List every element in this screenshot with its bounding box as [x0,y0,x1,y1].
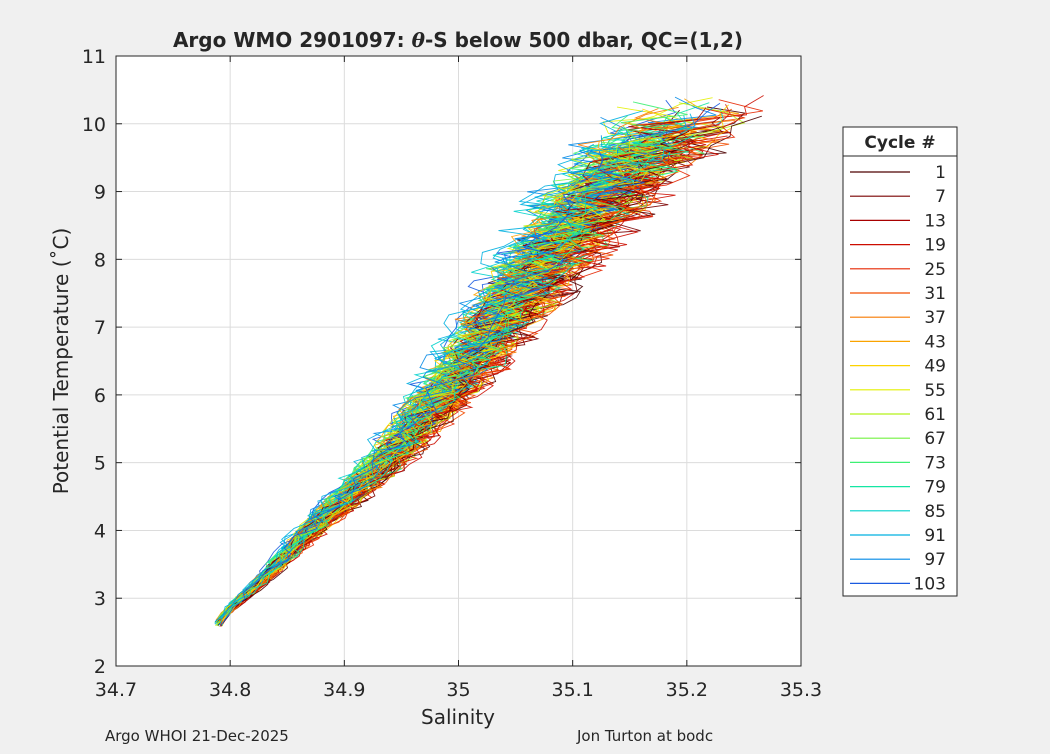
x-tick-label: 34.7 [95,679,137,701]
profile-cycle-91 [220,113,696,622]
legend-label: 25 [924,260,946,280]
chart-title: Argo WMO 2901097: θ-S below 500 dbar, QC… [173,28,743,52]
y-tick-label: 11 [82,46,106,68]
profile-cycle-103 [220,150,645,626]
y-tick-label: 3 [94,588,106,610]
legend-label: 43 [924,332,946,352]
profile-cycle-1 [218,130,690,626]
y-tick-label: 6 [94,385,106,407]
y-tick-label: 2 [94,656,106,678]
profile-cycle-97 [214,149,630,622]
legend-label: 13 [924,211,946,231]
x-tick-label: 35.3 [780,679,822,701]
y-tick-label: 5 [94,453,106,475]
x-axis: 34.7 34.8 34.9 35 35.1 35.2 35.3 [95,56,822,701]
x-tick-label: 34.9 [323,679,365,701]
profile-cycle-37 [218,148,670,622]
legend-entries: 1 7 13 19 25 31 37 43 49 55 61 67 73 79 85 91 97 103 [850,163,946,594]
profile-cycle-79 [220,141,689,620]
legend-label: 79 [924,478,946,498]
legend-label: 31 [924,284,946,304]
legend-label: 91 [924,526,946,546]
footer-left: Argo WHOI 21-Dec-2025 [105,727,289,745]
x-tick-label: 35.2 [666,679,708,701]
profile-cycle-31 [224,123,730,621]
legend-label: 49 [924,357,946,377]
y-tick-label: 7 [94,317,106,339]
legend-label: 97 [924,550,946,570]
legend-label: 67 [924,429,946,449]
legend-label: 61 [924,405,946,425]
legend-label: 103 [914,574,946,594]
legend-label: 7 [935,187,946,207]
x-tick-label: 35 [446,679,470,701]
profiles [214,95,764,627]
profile-cycle-91 [218,149,623,626]
legend-box [842,126,958,597]
y-tick-label: 10 [82,114,106,136]
profile-cycle-85 [218,134,694,620]
legend-label: 37 [924,308,946,328]
legend-title: Cycle # [864,133,935,153]
y-tick-label: 8 [94,249,106,271]
y-tick-label: 9 [94,182,106,204]
y-axis: 2 3 4 5 6 7 8 9 10 11 [82,46,801,678]
x-tick-label: 35.1 [552,679,594,701]
y-axis-label: Potential Temperature (˚C) [49,228,73,495]
legend: Cycle # 1 7 13 19 25 31 37 43 49 55 61 67 73 79 85 91 97… [842,126,958,597]
x-tick-label: 34.8 [209,679,251,701]
legend-label: 19 [924,236,946,256]
legend-label: 1 [935,163,946,183]
footer-right: Jon Turton at bodc [576,727,713,745]
x-axis-label: Salinity [421,705,495,729]
legend-label: 73 [924,453,946,473]
y-tick-label: 4 [94,520,106,542]
legend-label: 55 [924,381,946,401]
legend-label: 85 [924,502,946,522]
